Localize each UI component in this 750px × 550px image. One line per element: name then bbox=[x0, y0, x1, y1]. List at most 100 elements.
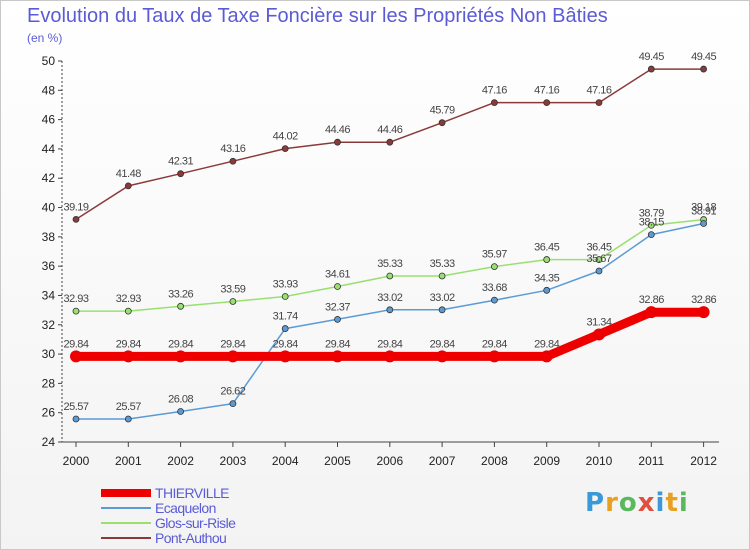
data-label: 32.93 bbox=[116, 293, 141, 305]
data-point bbox=[386, 272, 394, 280]
brand-letter: o bbox=[618, 488, 638, 518]
data-point bbox=[436, 350, 449, 363]
data-label: 29.84 bbox=[63, 338, 88, 350]
data-label: 38.91 bbox=[691, 206, 716, 218]
data-point bbox=[383, 350, 396, 363]
data-label: 26.62 bbox=[220, 386, 245, 398]
brand-letter: r bbox=[605, 488, 619, 518]
data-point bbox=[334, 315, 341, 323]
data-point bbox=[488, 350, 501, 363]
data-point bbox=[229, 400, 237, 408]
data-label: 41.48 bbox=[116, 168, 141, 180]
data-label: 43.16 bbox=[220, 143, 245, 155]
data-label: 33.02 bbox=[377, 292, 402, 304]
y-tick-label: 42 bbox=[42, 171, 56, 185]
y-tick-label: 32 bbox=[42, 318, 56, 332]
data-label: 38.79 bbox=[639, 207, 664, 219]
data-point bbox=[647, 65, 655, 73]
data-point bbox=[177, 170, 185, 178]
data-point bbox=[281, 325, 289, 332]
data-label: 32.93 bbox=[63, 293, 88, 305]
legend-label: THIERVILLE bbox=[155, 484, 229, 501]
data-label: 35.97 bbox=[482, 249, 507, 261]
data-point bbox=[595, 267, 603, 275]
data-point bbox=[334, 283, 341, 290]
data-labels: 39.19 41.48 42.31 43.16 44.02 44.46 44.46 45.79… bbox=[63, 51, 717, 413]
data-label: 29.84 bbox=[325, 338, 350, 350]
data-label: 49.45 bbox=[639, 51, 664, 63]
data-point bbox=[645, 306, 658, 319]
y-tick-label: 36 bbox=[42, 259, 56, 273]
data-label: 32.37 bbox=[325, 301, 350, 313]
data-point bbox=[438, 119, 446, 127]
series-thierville bbox=[70, 306, 710, 363]
legend-item: Pont-Authou bbox=[101, 530, 235, 546]
x-tick-label: 2007 bbox=[429, 454, 456, 468]
data-label: 35.67 bbox=[586, 253, 611, 265]
data-point bbox=[229, 298, 237, 305]
data-label: 47.16 bbox=[586, 85, 611, 97]
data-point bbox=[124, 307, 132, 315]
data-label: 25.57 bbox=[116, 401, 141, 413]
data-point bbox=[438, 306, 446, 314]
legend-label: Ecaquelon bbox=[155, 499, 216, 516]
data-point bbox=[386, 306, 394, 314]
data-point bbox=[281, 145, 289, 153]
brand-letter: P bbox=[585, 488, 606, 518]
series-glos-sur-risle bbox=[72, 216, 707, 315]
x-tick-label: 2003 bbox=[220, 454, 247, 468]
data-label: 44.46 bbox=[377, 124, 402, 136]
data-point bbox=[647, 221, 655, 229]
data-label: 29.84 bbox=[220, 338, 245, 350]
data-point bbox=[543, 256, 551, 263]
data-label: 38.15 bbox=[639, 217, 664, 229]
data-label: 31.34 bbox=[586, 316, 611, 328]
data-label: 33.59 bbox=[220, 283, 245, 295]
legend-swatch bbox=[101, 506, 151, 509]
data-label: 29.84 bbox=[534, 338, 559, 350]
data-point bbox=[490, 99, 498, 107]
data-label: 29.84 bbox=[482, 338, 507, 350]
chart-title: Evolution du Taux de Taxe Foncière sur l… bbox=[27, 5, 608, 27]
data-label: 33.26 bbox=[168, 288, 193, 300]
data-label: 29.84 bbox=[168, 338, 193, 350]
data-point bbox=[72, 415, 80, 423]
data-point bbox=[177, 408, 185, 415]
data-point bbox=[543, 286, 551, 294]
data-point bbox=[177, 302, 185, 310]
y-tick-label: 44 bbox=[42, 142, 56, 156]
legend: THIERVILLE Ecaquelon Glos-sur-Risle Pont-Au… bbox=[101, 484, 236, 546]
data-label: 35.33 bbox=[430, 258, 455, 270]
brand-logo: Proxiti bbox=[585, 488, 689, 518]
x-tick-label: 2001 bbox=[115, 454, 142, 468]
data-label: 34.35 bbox=[534, 272, 559, 284]
data-label: 45.79 bbox=[430, 105, 455, 117]
x-tick-label: 2012 bbox=[690, 454, 717, 468]
y-tick-label: 40 bbox=[42, 201, 56, 215]
legend-item: THIERVILLE bbox=[101, 484, 235, 501]
x-axis-ticks: 2000 2001 2002 2003 2004 2005 2006 2007 2008 2009… bbox=[63, 442, 717, 468]
data-point bbox=[124, 415, 132, 423]
data-point bbox=[279, 350, 292, 363]
data-label: 34.61 bbox=[325, 269, 350, 281]
x-tick-label: 2002 bbox=[167, 454, 194, 468]
data-label: 33.68 bbox=[482, 282, 507, 294]
chart-unit-label: (en %) bbox=[27, 31, 63, 45]
data-label: 35.33 bbox=[377, 258, 402, 270]
data-point bbox=[334, 138, 341, 146]
data-point bbox=[490, 263, 498, 270]
data-point bbox=[700, 220, 707, 227]
data-point bbox=[647, 231, 655, 239]
x-tick-label: 2011 bbox=[638, 454, 664, 468]
series-group bbox=[70, 65, 710, 423]
data-label: 29.84 bbox=[377, 338, 402, 350]
data-point bbox=[540, 350, 553, 363]
data-label: 47.16 bbox=[534, 85, 559, 97]
data-label: 32.86 bbox=[691, 294, 716, 306]
y-tick-label: 30 bbox=[42, 347, 56, 361]
data-label: 39.18 bbox=[691, 202, 716, 214]
data-label: 44.02 bbox=[273, 131, 298, 143]
y-tick-label: 46 bbox=[42, 113, 56, 127]
